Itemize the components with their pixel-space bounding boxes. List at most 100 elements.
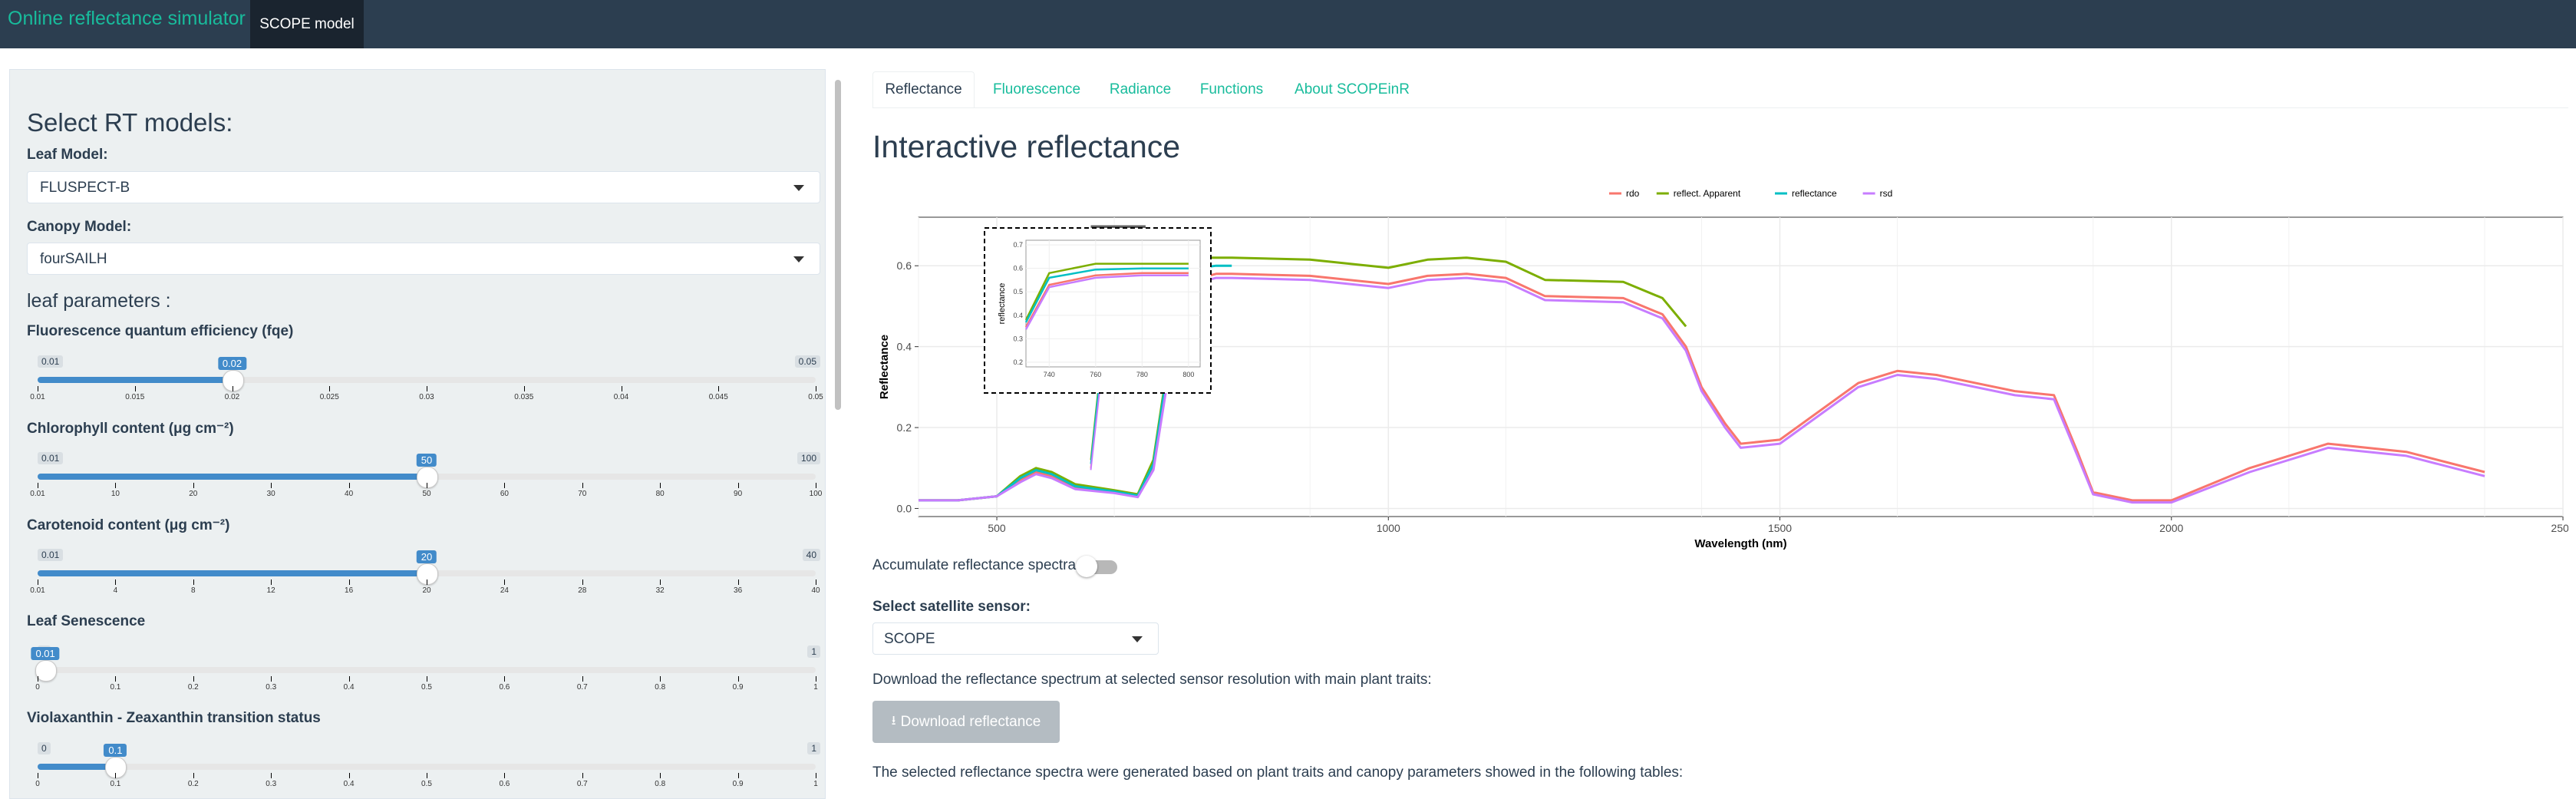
app-brand[interactable]: Online reflectance simulator: [8, 8, 246, 29]
range-slider[interactable]: 0 1 0.01 0 0.1 0.2 0.3 0.4 0.5 0.6 0.7 0.8 0.9 1: [27, 645, 820, 692]
toggle-knob: [1076, 556, 1097, 577]
slider-tick-label: 0.03: [419, 393, 434, 401]
sidebar-scrollbar-thumb[interactable]: [835, 80, 841, 410]
slider-tick-label: 0: [35, 683, 40, 692]
slider-tick-label: 36: [734, 586, 743, 595]
slider-tick-label: 0.3: [266, 780, 277, 788]
slider-tick-label: 10: [110, 490, 120, 498]
slider-handle[interactable]: [417, 563, 438, 585]
slider-fill: [38, 764, 116, 770]
tab-functions[interactable]: Functions: [1199, 81, 1264, 97]
canopy-model-label: Canopy Model:: [27, 219, 132, 235]
slider-tick-label: 0.8: [655, 780, 666, 788]
range-slider[interactable]: 0.01 100 50 0.01 10 20 30 40 50 60 70 80 90 100: [27, 452, 822, 498]
inset-x-tick-label: 740: [1044, 371, 1055, 378]
slider-handle[interactable]: [105, 757, 127, 778]
range-slider[interactable]: 0.01 40 20 0.01 4 8 12 16 20 24 28 32 36 40: [27, 549, 820, 595]
slider-tick-label: 30: [266, 490, 275, 498]
inset-panel: [1025, 239, 1201, 368]
slider-tick: [504, 483, 506, 488]
legend-label: reflectance: [1792, 188, 1837, 199]
slider-tick: [193, 773, 194, 778]
y-tick-label: 0.6: [897, 259, 912, 272]
slider-tick-label: 12: [266, 586, 275, 595]
sidebar-panel: Select RT models: Leaf Model: FLUSPECT-B…: [9, 69, 826, 799]
slider-value-label: 0.01: [31, 647, 60, 660]
slider-tick-label: 0.9: [732, 780, 744, 788]
x-tick-label: 1500: [1768, 522, 1792, 534]
slider-ticks: 0 0.1 0.2 0.3 0.4 0.5 0.6 0.7 0.8 0.9 1: [35, 773, 818, 788]
slider-min-label: 0.01: [38, 549, 64, 561]
download-reflectance-button[interactable]: ⭳ Download reflectance: [872, 701, 1060, 743]
slider-tick-label: 16: [345, 586, 354, 595]
slider-track[interactable]: [38, 757, 816, 778]
inset-x-tick-label: 800: [1182, 371, 1194, 378]
top-navbar: Online reflectance simulator SCOPE model: [0, 0, 2576, 48]
leaf-model-label: Leaf Model:: [27, 147, 108, 163]
canopy-model-select[interactable]: fourSAILH: [27, 243, 820, 275]
legend-label: rdo: [1626, 188, 1640, 199]
slider-tick-label: 0.3: [266, 683, 277, 692]
inset-y-tick-label: 0.5: [1013, 288, 1023, 295]
slider-tick-label: 0.6: [499, 683, 510, 692]
slider-tick: [271, 773, 272, 778]
slider-value-label: 50: [416, 454, 437, 467]
leaf-model-select[interactable]: FLUSPECT-B: [27, 171, 820, 203]
slider-tick: [582, 579, 583, 585]
slider-tick-label: 0.1: [110, 780, 121, 788]
slider-value-label: 0.1: [104, 744, 127, 757]
slider-track[interactable]: [38, 370, 816, 391]
slider-ticks: 0 0.1 0.2 0.3 0.4 0.5 0.6 0.7 0.8 0.9 1: [35, 676, 818, 692]
slider-value-label: 20: [416, 550, 437, 563]
slider-tick: [348, 579, 350, 585]
download-icon: ⭳: [891, 713, 896, 728]
slider-ticks: 0.01 0.015 0.02 0.025 0.03 0.035 0.04 0.045 0.05: [30, 386, 823, 401]
inset-y-tick-label: 0.2: [1013, 358, 1023, 366]
slider-tick-label: 40: [811, 586, 820, 595]
inset-series-line: [1024, 267, 1189, 323]
legend-label: rsd: [1880, 188, 1893, 199]
slider-tick: [737, 579, 739, 585]
range-slider[interactable]: 0 1 0.1 0 0.1 0.2 0.3 0.4 0.5 0.6 0.7 0.8 0.9 1: [27, 742, 820, 788]
slider-track[interactable]: [38, 467, 816, 488]
slider-track[interactable]: [38, 563, 816, 585]
tab-fluorescence[interactable]: Fluorescence: [992, 81, 1081, 97]
slider-tick: [271, 579, 272, 585]
range-slider[interactable]: 0.01 0.05 0.02 0.01 0.015 0.02 0.025 0.03 0.035 0…: [27, 355, 823, 401]
sensor-select[interactable]: SCOPE: [872, 622, 1159, 655]
sensor-label: Select satellite sensor:: [872, 599, 1031, 615]
x-tick-label: 500: [988, 522, 1006, 534]
select-rt-models-heading: Select RT models:: [27, 108, 233, 137]
slider-tick-label: 0.05: [808, 393, 823, 401]
nav-tab-scope-model[interactable]: SCOPE model: [250, 0, 364, 48]
slider-tick-label: 0.04: [613, 393, 629, 401]
tab-reflectance[interactable]: Reflectance: [872, 71, 975, 108]
slider-handle[interactable]: [222, 370, 244, 391]
slider-tick: [718, 386, 720, 391]
slider-tick-label: 0.4: [343, 683, 355, 692]
slider-min-label: 0: [38, 742, 51, 754]
tables-description: The selected reflectance spectra were ge…: [872, 764, 1684, 781]
slider-tick-label: 1: [813, 780, 818, 788]
slider-track[interactable]: [35, 660, 816, 682]
slider-tick-label: 70: [578, 490, 587, 498]
tab-divider: [872, 107, 2568, 108]
slider-tick: [660, 676, 661, 682]
slider-tick-label: 0.7: [576, 683, 588, 692]
slider-tick: [660, 773, 661, 778]
slider-tick-label: 0.035: [514, 393, 534, 401]
slider-tick: [523, 386, 525, 391]
slider-handle[interactable]: [417, 467, 438, 488]
tab-radiance[interactable]: Radiance: [1109, 81, 1172, 97]
slider-tick: [115, 676, 117, 682]
slider-tick-label: 1: [813, 683, 818, 692]
slider-handle[interactable]: [35, 660, 58, 682]
slider-tick-label: 20: [422, 586, 431, 595]
slider-label: Violaxanthin - Zeaxanthin transition sta…: [27, 710, 321, 726]
leaf-model-value: FLUSPECT-B: [40, 180, 130, 196]
slider-tick: [348, 773, 350, 778]
tab-about-scopeinr[interactable]: About SCOPEinR: [1295, 81, 1410, 97]
accumulate-toggle[interactable]: [1076, 556, 1120, 577]
